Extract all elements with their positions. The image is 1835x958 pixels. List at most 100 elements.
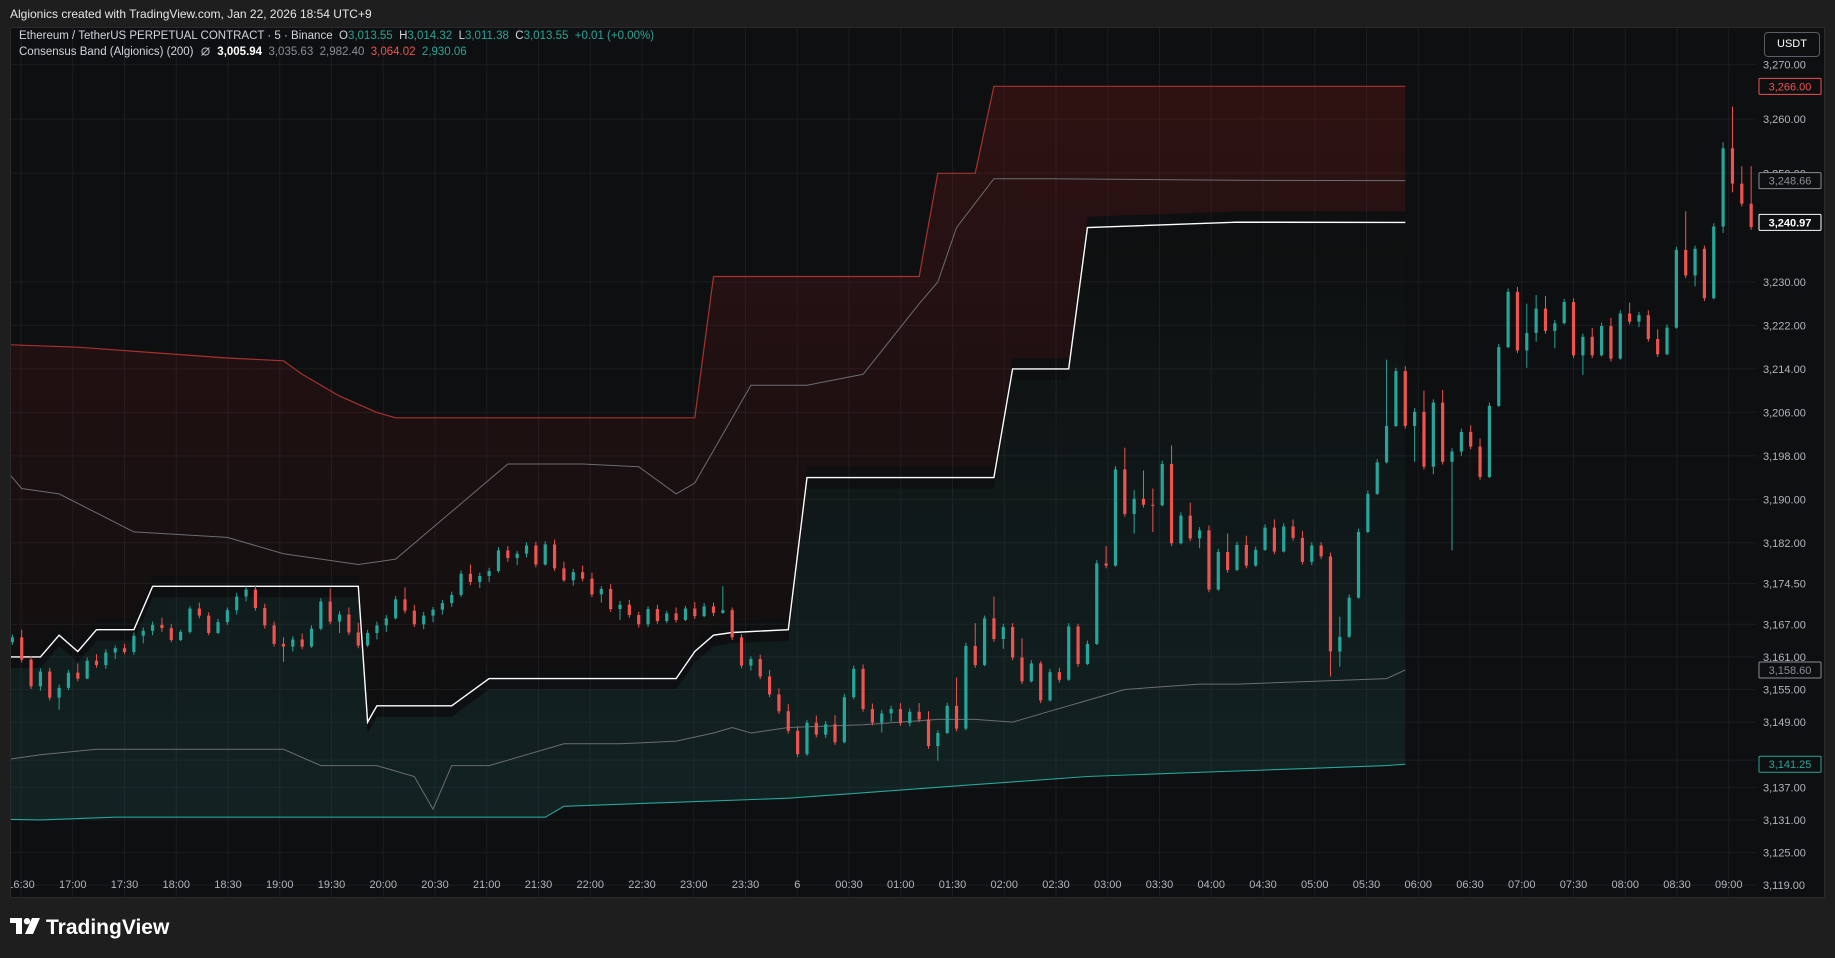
candle (1104, 546, 1108, 569)
candle (422, 611, 426, 630)
candle-body (1384, 425, 1389, 463)
candle-body (562, 568, 566, 581)
currency-button[interactable]: USDT (1764, 32, 1820, 57)
candle-body (1188, 515, 1192, 539)
y-tick-label: 3,190.00 (1763, 494, 1806, 506)
candle-body (1011, 627, 1015, 658)
candle (730, 607, 734, 641)
candle (637, 611, 641, 628)
x-tick-label: 23:00 (680, 879, 708, 891)
candles (11, 106, 1753, 761)
candle-body (524, 545, 529, 554)
candle-body (1413, 411, 1417, 426)
y-tick-label: 3,198.00 (1763, 451, 1806, 463)
candle (543, 541, 547, 566)
candle (1188, 502, 1192, 542)
candle (1450, 448, 1454, 551)
candle-body (57, 687, 61, 698)
candle (403, 587, 407, 614)
y-tick-label: 3,137.00 (1763, 782, 1806, 794)
x-tick-label: 22:00 (576, 879, 604, 891)
candle-body (515, 553, 519, 559)
price-label-text: 3,240.97 (1769, 217, 1812, 229)
y-tick-label: 3,174.50 (1763, 579, 1806, 591)
candle-body (1553, 323, 1557, 331)
candle (1459, 428, 1463, 456)
candle (281, 637, 286, 662)
candle (721, 586, 725, 614)
candle-body (1254, 549, 1258, 566)
x-tick-label: 20:30 (421, 879, 449, 891)
candle (1506, 288, 1510, 349)
candle (786, 704, 790, 734)
price-label-box (1758, 172, 1822, 190)
high-label: H (399, 30, 408, 42)
open-label: O (338, 30, 348, 42)
candle-body (197, 608, 201, 616)
candle (141, 627, 145, 644)
candle (1590, 328, 1594, 359)
candle-body (1198, 530, 1202, 539)
candle-body (1151, 504, 1155, 506)
candle-body (207, 615, 211, 633)
candle (1637, 311, 1641, 328)
candle-body (76, 672, 80, 679)
y-tick-label: 3,214.00 (1763, 364, 1806, 376)
candle (1375, 459, 1379, 495)
candle-body (665, 613, 669, 622)
candle-body (805, 722, 809, 755)
price-chart[interactable]: 3,270.003,260.003,250.003,230.003,222.00… (11, 28, 1825, 898)
y-tick-label: 3,161.00 (1763, 652, 1806, 664)
candle (1001, 623, 1005, 649)
candle-body (450, 594, 454, 604)
price-labels: 3,266.00 3,248.66 3,240.97 3,158.60 3,141.25 (1758, 77, 1822, 773)
candle (1749, 166, 1753, 230)
price-label-text: 3,248.66 (1769, 176, 1812, 188)
x-tick-label: 18:30 (214, 879, 242, 891)
candle-body (141, 630, 145, 636)
indicator-legend[interactable]: Consensus Band (Algionics) (200) 3,005.9… (19, 46, 467, 60)
candle-body (711, 606, 716, 613)
indicator-name: Consensus Band (Algionics) (200) (19, 46, 194, 58)
candle (1384, 359, 1389, 464)
candle-body (880, 713, 884, 723)
tradingview-logo[interactable]: TradingView (10, 916, 169, 940)
x-tick-label: 19:00 (266, 879, 294, 891)
candle-body (618, 604, 622, 610)
eye-off-icon[interactable] (200, 46, 211, 60)
y-tick-label: 3,149.00 (1763, 717, 1806, 729)
candle (1497, 343, 1501, 407)
high-value: 3,014.32 (407, 30, 453, 42)
candle-body (1085, 643, 1090, 664)
candle-body (721, 610, 725, 613)
candle (1132, 490, 1136, 534)
candle (609, 584, 613, 612)
x-tick-label: 03:30 (1146, 879, 1174, 891)
candle (94, 654, 99, 668)
candle-body (1571, 302, 1576, 356)
y-tick-label: 3,260.00 (1763, 114, 1806, 126)
candle (1095, 560, 1099, 645)
candle-body (1235, 544, 1239, 570)
candle-body (1029, 663, 1033, 682)
candle-body (534, 545, 538, 565)
open-value: 3,013.55 (347, 30, 393, 42)
candle (309, 625, 314, 648)
chart-panel[interactable]: 3,270.003,260.003,250.003,230.003,222.00… (10, 27, 1825, 898)
x-tick-label: 18:00 (162, 879, 190, 891)
candle (1272, 519, 1276, 555)
x-tick-label: 21:30 (525, 879, 553, 891)
candle-body (543, 544, 547, 565)
candle (487, 567, 491, 582)
lower-band-fill (11, 233, 1406, 820)
candle-body (1543, 308, 1548, 331)
candle (852, 665, 856, 700)
candle-body (1291, 526, 1295, 538)
candle (1029, 660, 1033, 683)
candle (1300, 530, 1305, 565)
time-axis[interactable]: 16:30 17:00 17:30 18:00 18:30 19:00 19:30 20:00… (11, 879, 1743, 891)
candle (169, 624, 173, 643)
candle (1310, 542, 1314, 566)
candle (122, 643, 127, 655)
candle-body (1141, 498, 1146, 505)
